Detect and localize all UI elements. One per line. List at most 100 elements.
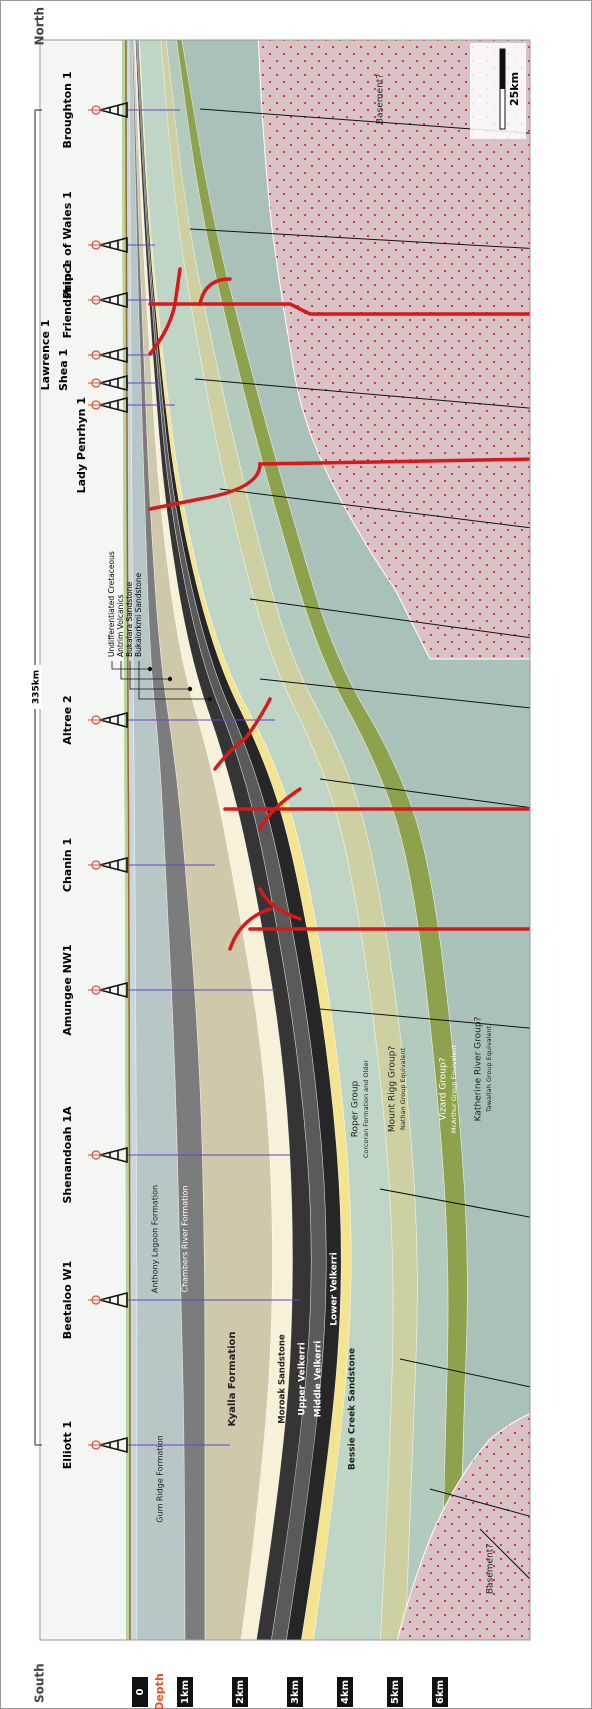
well-name: Friendship 1 <box>61 262 74 339</box>
red-fault <box>148 302 530 316</box>
depth-box <box>337 1677 353 1707</box>
well-name: Beetaloo W1 <box>61 1261 74 1340</box>
fault <box>219 488 530 530</box>
fault <box>249 598 530 640</box>
sky <box>40 40 130 1640</box>
leader-line <box>120 661 170 680</box>
well: Elliott 1 <box>61 1421 230 1469</box>
derrick <box>96 346 128 364</box>
well-name: Shea 1 <box>57 349 70 391</box>
scale-bar-half <box>500 49 505 89</box>
formation-label: Lower Velkerri <box>330 1252 340 1325</box>
derrick <box>96 101 128 119</box>
leader-dot <box>147 666 153 672</box>
strata <box>40 40 530 1640</box>
red-fault <box>148 457 530 511</box>
well-name: Lady Penrhyn 1 <box>75 397 88 493</box>
well: Altree 2 <box>61 695 275 745</box>
derrick <box>96 236 128 254</box>
derrick <box>96 1146 128 1164</box>
depth-label: 0 <box>135 1688 146 1695</box>
fault <box>319 1008 530 1030</box>
derrick <box>96 711 128 729</box>
derrick <box>96 1436 128 1454</box>
formation-label: Mount Rigg Group? <box>388 1046 398 1133</box>
formation-label: Moroak Sandstone <box>278 1334 288 1424</box>
distance-label: 335km <box>32 670 42 704</box>
depth-label: 6km <box>435 1680 446 1704</box>
well-name: Broughton 1 <box>61 71 74 148</box>
frame-border <box>39 39 531 1641</box>
well: Broughton 1 <box>61 71 180 149</box>
leader-line <box>138 661 210 700</box>
formation-label: Basement? <box>376 74 386 124</box>
formation-label: Anthony Lagoon Formation <box>151 1185 160 1293</box>
fault <box>399 1358 530 1390</box>
derrick <box>96 981 128 999</box>
well: Friendship 1 <box>61 262 155 339</box>
fault <box>379 1188 530 1220</box>
formation-label: Basement? <box>486 1544 496 1594</box>
well: Shea 1 <box>57 349 160 392</box>
well-name: Prince of Wales 1 <box>61 191 74 299</box>
well: Lady Penrhyn 1 <box>75 396 175 493</box>
depth-label: 3km <box>290 1680 301 1704</box>
leader-label: Bukalara Sandstone <box>125 581 134 657</box>
formation-label: Vizard Group? <box>439 1057 449 1120</box>
well: Shenandoah 1A <box>61 1106 290 1203</box>
well-name: Amungee NW1 <box>61 944 74 1035</box>
formation-label: Kyalla Formation <box>227 1331 238 1426</box>
well-name: Altree 2 <box>61 695 74 744</box>
red-fault <box>198 277 232 306</box>
leader-label: Antrim Volcanics <box>116 594 125 657</box>
derrick <box>96 856 128 874</box>
depth-box <box>432 1677 448 1707</box>
fault <box>189 228 530 250</box>
derrick <box>96 374 128 392</box>
well: Prince of Wales 1 <box>61 191 155 299</box>
formation-label: Chambers River Formation <box>181 1186 190 1293</box>
well-name: Lawrence 1 <box>39 320 52 391</box>
leader-dot <box>207 696 213 702</box>
well: Amungee NW1 <box>61 944 275 1036</box>
formation-label: McArthur Group Equivalent <box>450 1044 458 1133</box>
depth-box <box>177 1677 193 1707</box>
well-name: Chanin 1 <box>61 838 74 892</box>
leader-label: Undifferentiated Cretaceous <box>107 551 116 657</box>
derrick <box>96 396 128 414</box>
depth-label: 4km <box>340 1680 351 1704</box>
leader-line <box>111 661 150 670</box>
basement-north <box>257 40 530 660</box>
well: Beetaloo W1 <box>61 1261 300 1340</box>
formation-label: Tawallah Group Equivalent <box>485 1025 493 1113</box>
depth-box <box>232 1677 248 1707</box>
formation-label: Katherine River Group? <box>474 1016 484 1121</box>
formation-label: Gum Ridge Formation <box>156 1435 165 1522</box>
formation-label: Upper Velkerri <box>298 1342 308 1415</box>
depth-label: 2km <box>235 1680 246 1704</box>
red-fault <box>258 887 302 921</box>
fault <box>319 778 530 810</box>
distance-label-bg <box>28 665 42 709</box>
red-fault <box>228 907 272 951</box>
leader-label: Bukalorkmi Sandstone <box>134 572 143 657</box>
landscape-group: 335km Broughton 1 Prince of Wales 1Friends… <box>28 7 531 1709</box>
red-fault <box>148 267 182 356</box>
basement-south <box>394 1408 530 1640</box>
depth-label: 1km <box>180 1680 191 1704</box>
leader-dot <box>167 676 173 682</box>
north-label: North <box>33 7 47 45</box>
well-name: Elliott 1 <box>61 1421 74 1469</box>
red-fault <box>258 787 302 831</box>
leader-dot <box>187 686 193 692</box>
derrick <box>96 291 128 309</box>
red-fault <box>213 697 272 771</box>
depth-box <box>132 1677 148 1707</box>
fault <box>194 378 530 410</box>
south-label: South <box>33 1663 47 1703</box>
well: Chanin 1 <box>61 838 215 892</box>
fault <box>259 678 530 710</box>
depth-title: Depth <box>153 1673 166 1709</box>
formation-label: Roper Group <box>351 1080 361 1137</box>
fault <box>429 1488 530 1520</box>
